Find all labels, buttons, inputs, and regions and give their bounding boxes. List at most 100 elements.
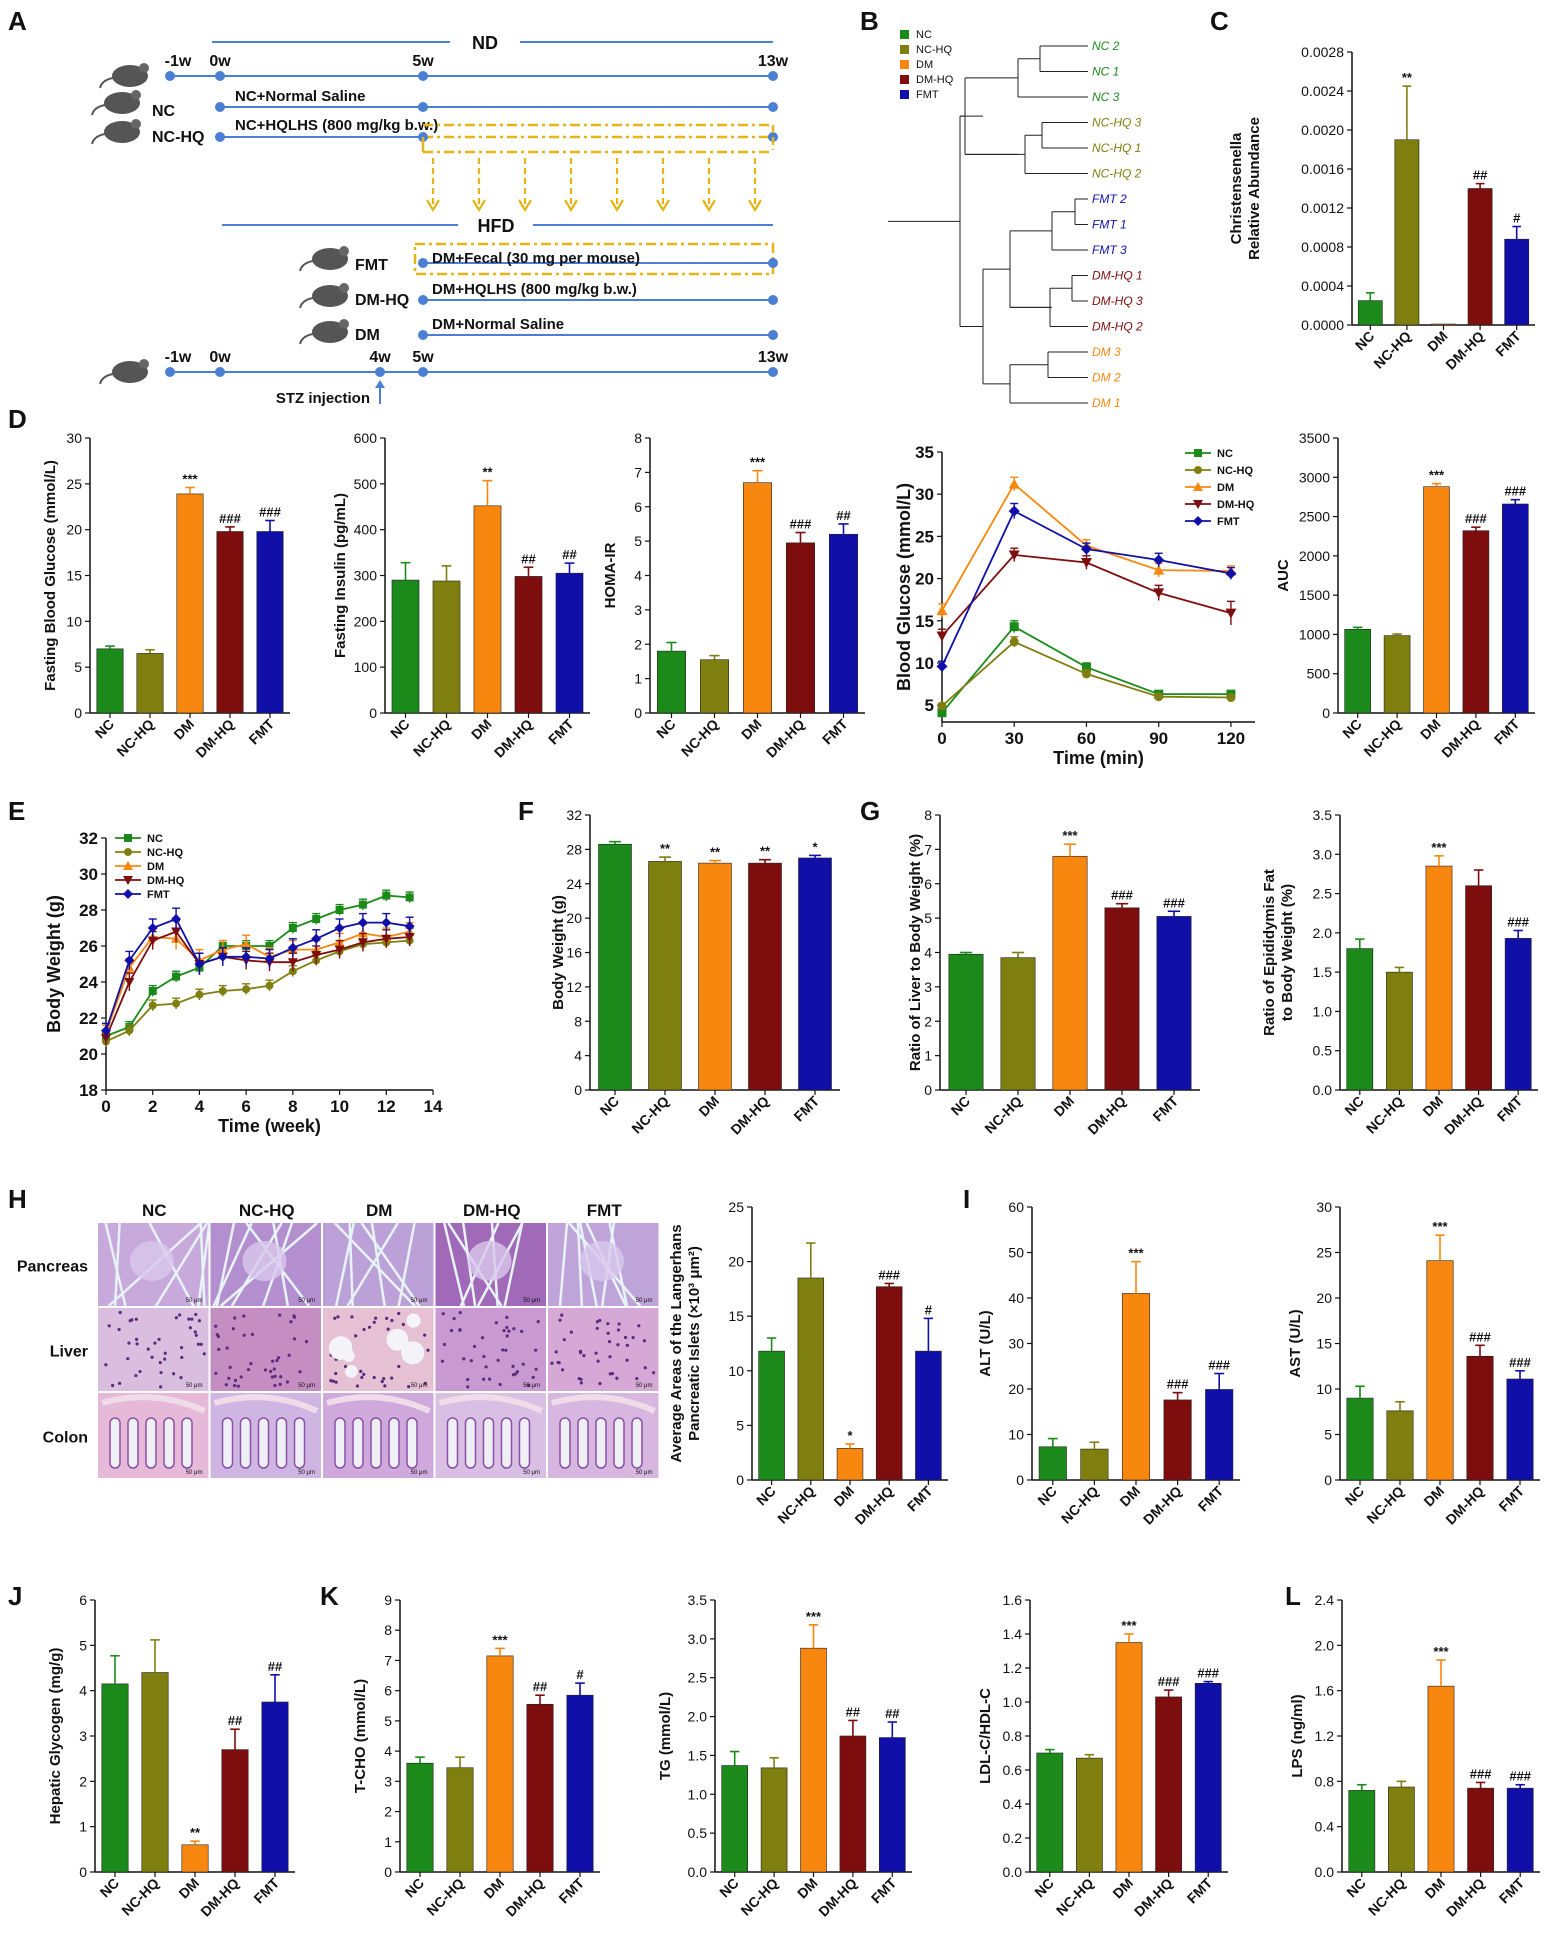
x-category-label: FMT [1195,1482,1227,1514]
x-category-label: FMT [1184,1874,1216,1906]
legend-label: NC-HQ [916,44,952,56]
marker-square [382,892,390,900]
marker-square [149,987,157,995]
y-tick-label: 20 [1316,1290,1332,1306]
x-category-label: NC-HQ [118,1875,162,1919]
panel-label-A: A [8,6,27,36]
x-category-label: NC-HQ [628,1093,672,1137]
x-category-label: DM-HQ [197,1875,242,1920]
x-category-label: DM [1421,1875,1448,1902]
nucleus [579,1378,582,1381]
panel-label-B: B [860,6,879,36]
y-tick-label: 0 [369,705,377,721]
nucleus [580,1381,583,1384]
y-tick-label: 0.5 [1313,1043,1333,1059]
nucleus [560,1314,563,1317]
y-tick-label: 0.0004 [1301,278,1344,294]
mouse-ear [139,359,149,369]
x-category-label: NC [91,716,117,742]
significance-label: ** [710,845,721,860]
nucleus [618,1322,621,1325]
crypt [578,1418,588,1468]
y-tick-label: 1 [384,1834,392,1850]
nucleus [336,1315,339,1318]
y-tick-label: 30 [66,430,82,446]
nucleus [643,1339,646,1342]
significance-label: ## [228,1713,243,1728]
nucleus [514,1372,517,1375]
nucleus [558,1319,561,1322]
bar-FMT [879,1738,905,1872]
bar-NC-HQ [1386,972,1412,1090]
nucleus [644,1366,647,1369]
row-text-DM-HQ: DM+HQLHS (800 mg/kg b.w.) [432,281,637,298]
x-category-label: NC-HQ [1058,1483,1102,1527]
y-axis-label: TG (mmol/L) [657,1692,674,1780]
y-tick-label: 1.6 [1315,1683,1335,1699]
significance-label: ** [190,1825,201,1840]
y-tick-label: 0 [736,1472,744,1488]
nucleus [135,1338,138,1341]
row-node [418,295,428,305]
x-tick-label: 14 [424,1097,443,1116]
bar-DM [1053,856,1087,1090]
y-tick-label: 5 [384,1713,392,1729]
nucleus [200,1343,203,1346]
lipid-droplet [345,1365,358,1378]
y-tick-label: 0.0024 [1301,83,1344,99]
timeline-tick-label: 5w [412,349,434,366]
y-tick-label: 6 [79,1592,87,1608]
x-category-label: NC-HQ [1365,1875,1409,1919]
group-label-NC: NC [152,103,176,120]
x-category-label: DM [480,1875,507,1902]
nucleus [482,1355,485,1358]
nucleus [159,1371,162,1374]
crypt [146,1418,156,1468]
y-tick-label: 1.5 [688,1747,708,1763]
nucleus [462,1357,465,1360]
chart-J: 0123456Hepatic Glycogen (mg/g)NCNC-HQ**D… [47,1592,295,1920]
bar-DM-HQ [1156,1697,1182,1872]
nucleus [423,1334,426,1337]
y-axis-label-line: LDL-C/HDL-C [977,1688,994,1784]
y-tick-label: 0.2 [1003,1830,1023,1846]
x-category-label: FMT [545,715,577,747]
scale-bar-label: 50 μm [298,1383,315,1389]
y-tick-label: 3 [79,1728,87,1744]
x-tick-label: 60 [1077,729,1096,748]
x-axis-label: Time (week) [218,1116,321,1136]
bar-NC [949,954,983,1090]
timeline-node [165,367,175,377]
bar-FMT [1195,1683,1221,1872]
y-tick-label: 0.6 [1003,1762,1023,1778]
significance-label: ## [562,547,577,562]
mouse-tail [300,298,313,308]
y-tick-label: 0.0008 [1301,239,1344,255]
significance-label: ### [878,1267,900,1282]
mouse-ear [131,119,141,129]
marker-circle [125,1027,133,1035]
bar-NC-HQ [1387,1411,1413,1480]
legend-label: NC [916,29,932,41]
legend-swatch-NC-HQ [900,45,909,54]
x-axis-label: Time (min) [1053,748,1144,768]
nucleus [504,1349,507,1352]
nucleus [442,1312,445,1315]
timeline-tick-label: 4w [369,349,391,366]
nucleus [187,1317,190,1320]
bar-FMT [567,1695,593,1872]
crypt [560,1418,570,1468]
bar-DM [182,1845,208,1872]
timeline-node [215,367,225,377]
mouse-ear [339,283,349,293]
x-category-label: DM [794,1875,821,1902]
histology-column-label: NC [142,1201,167,1220]
y-tick-label: 2.4 [1315,1592,1335,1608]
y-tick-label: 0.0020 [1301,122,1344,138]
nucleus [534,1368,537,1371]
nucleus [532,1376,535,1379]
y-tick-label: 0 [924,1082,932,1098]
x-tick-label: 0 [101,1097,110,1116]
bar-NC [722,1766,748,1872]
nucleus [505,1326,508,1329]
